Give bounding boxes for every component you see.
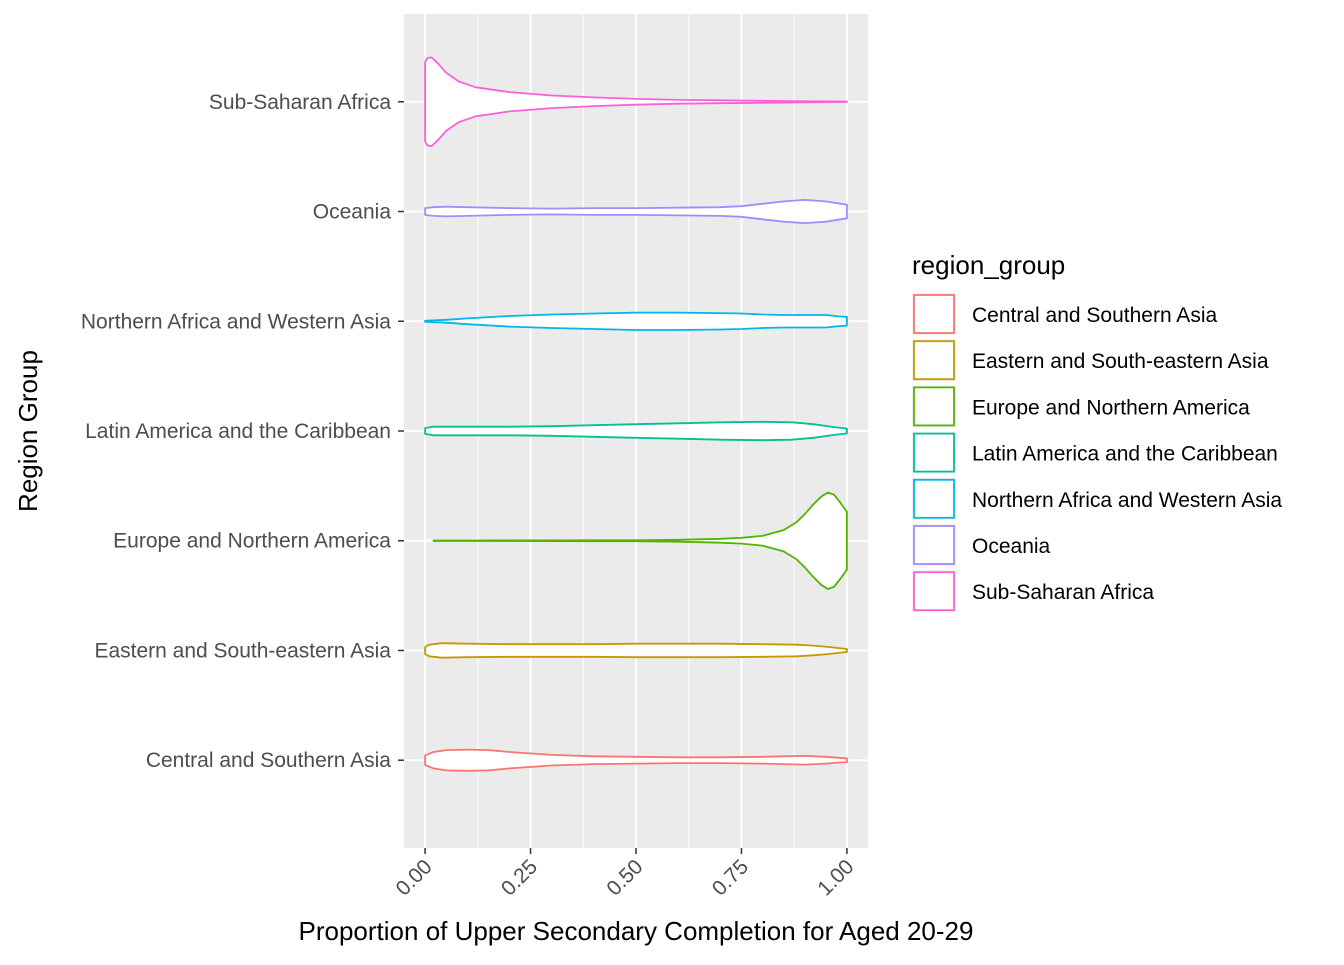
legend-key-swatch — [913, 386, 955, 427]
legend-key-latin-america-and-the-caribbean — [912, 431, 956, 474]
violin-europe-and-northern-america — [432, 491, 848, 590]
x-tick-label: 0.75 — [708, 855, 753, 900]
legend-key-swatch — [913, 571, 955, 612]
y-tick-label: Eastern and South-eastern Asia — [94, 639, 391, 662]
violin-oceania — [424, 198, 848, 225]
violin-northern-africa-and-western-asia — [424, 311, 848, 331]
y-tick-label: Northern Africa and Western Asia — [81, 310, 391, 333]
y-tick-label: Central and Southern Asia — [146, 749, 391, 772]
violin-latin-america-and-the-caribbean — [424, 420, 848, 442]
y-tick-label: Latin America and the Caribbean — [85, 420, 391, 443]
x-tick-label: 0.00 — [391, 855, 436, 900]
legend-key-sub-saharan-africa — [912, 570, 956, 613]
violins — [424, 56, 848, 772]
legend-label: Northern Africa and Western Asia — [972, 489, 1282, 512]
legend-title: region_group — [912, 250, 1065, 280]
violin-central-and-southern-asia — [424, 748, 848, 772]
legend-key-northern-africa-and-western-asia — [912, 477, 956, 520]
y-tick-label: Sub-Saharan Africa — [209, 91, 391, 114]
legend-key-swatch — [913, 432, 955, 473]
y-tick-label: Europe and Northern America — [113, 530, 391, 553]
x-axis: 0.00 0.25 0.50 0.75 1.00 — [391, 848, 858, 900]
legend-key-swatch — [913, 525, 955, 565]
legend-label: Europe and Northern America — [972, 396, 1250, 419]
legend-label: Eastern and South-eastern Asia — [972, 350, 1269, 373]
y-tick-label: Oceania — [313, 201, 392, 224]
legend-key-europe-and-northern-america — [912, 385, 956, 428]
legend-key-swatch — [913, 294, 955, 334]
legend-key-central-and-southern-asia — [912, 293, 956, 335]
legend-key-eastern-and-south-eastern-asia — [912, 339, 956, 382]
legend-key-swatch — [913, 478, 955, 519]
violin-sub-saharan-africa — [424, 56, 848, 148]
y-axis: Central and Southern Asia Eastern and Sou… — [81, 91, 404, 772]
x-tick-label: 0.25 — [497, 855, 542, 900]
legend-label: Central and Southern Asia — [972, 304, 1217, 327]
legend-label: Oceania — [972, 535, 1051, 558]
legend-key-oceania — [912, 524, 956, 566]
x-axis-title: Proportion of Upper Secondary Completion… — [299, 916, 974, 946]
x-tick-label: 1.00 — [813, 855, 858, 900]
violin-eastern-and-south-eastern-asia — [424, 642, 848, 659]
legend: region_group Central and Southern Asia Ea… — [912, 250, 1282, 613]
legend-label: Latin America and the Caribbean — [972, 443, 1278, 466]
legend-key-swatch — [913, 340, 955, 381]
x-tick-label: 0.50 — [602, 855, 647, 900]
y-axis-title: Region Group — [13, 350, 43, 512]
legend-label: Sub-Saharan Africa — [972, 581, 1154, 604]
